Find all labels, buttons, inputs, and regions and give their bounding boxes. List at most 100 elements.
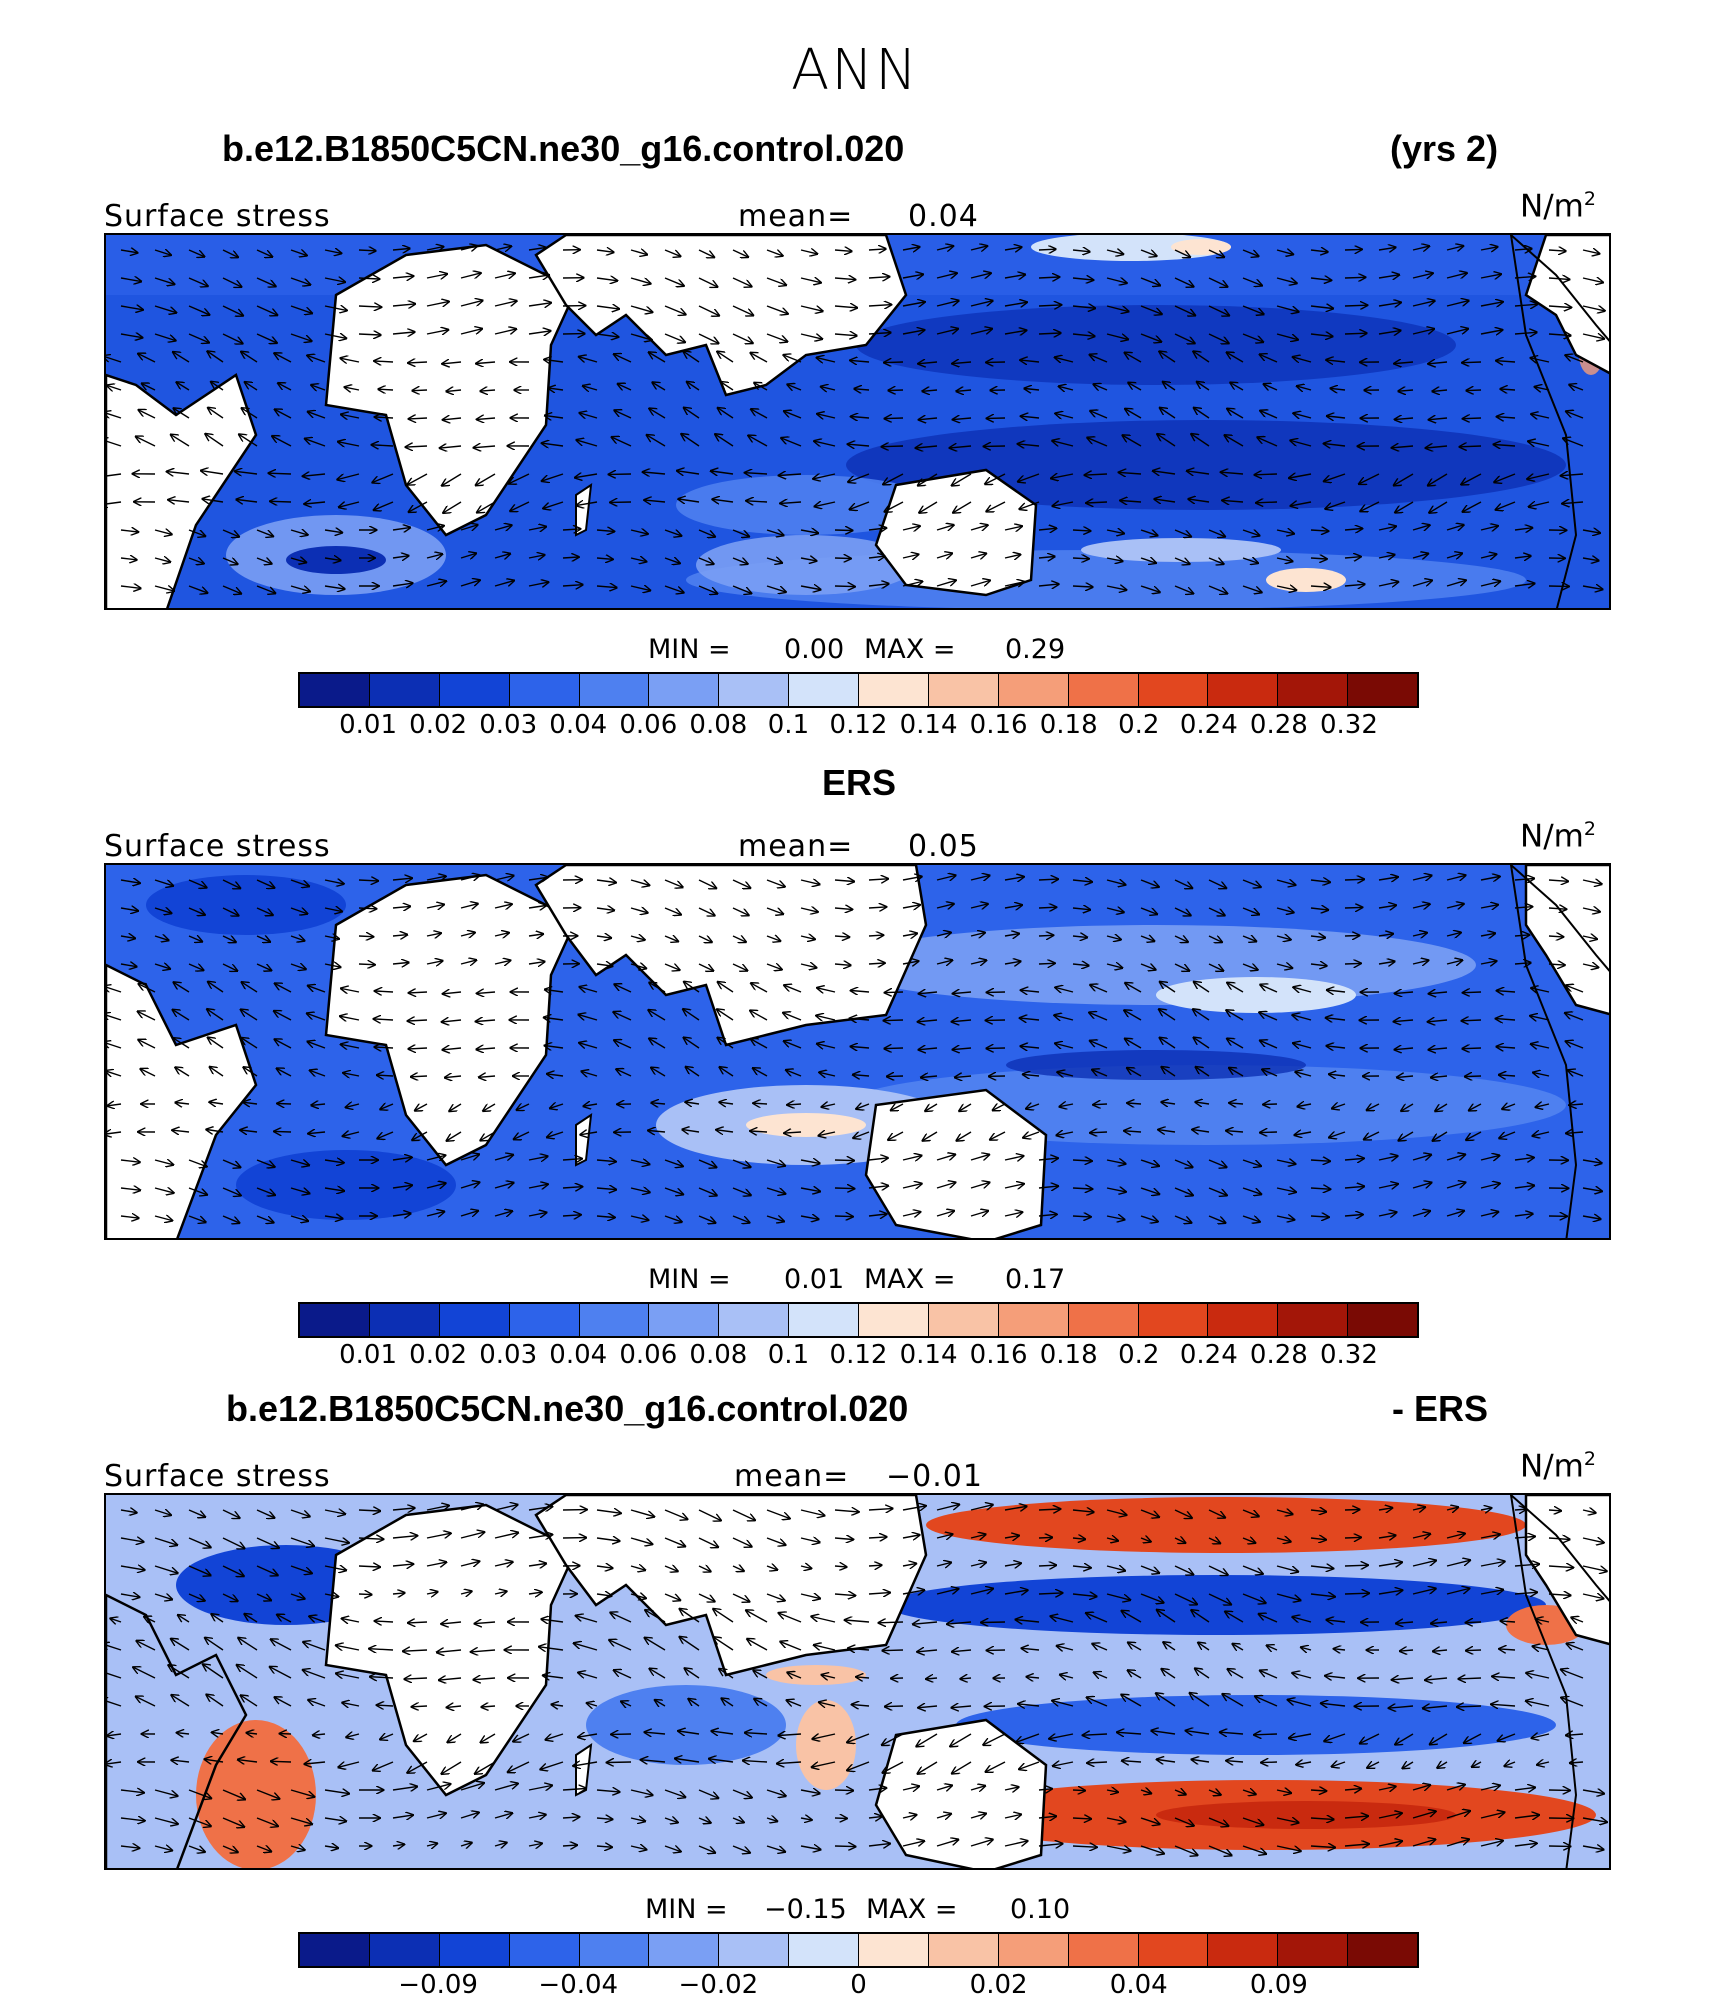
wind-vector-arrow [1072,278,1093,280]
wind-vector-arrow [358,908,376,909]
wind-vector-arrow [1446,246,1463,250]
panel3-max-value: 0.10 [1010,1894,1071,1925]
wind-vector-arrow [1394,1020,1414,1022]
wind-vector-arrow [664,558,680,563]
australia [874,468,1038,597]
wind-vector-arrow [106,439,122,447]
wind-vector-arrow [154,333,175,341]
wind-vector-arrow [664,277,684,286]
wind-vector-arrow [1174,558,1189,564]
wind-vector-arrow [1221,472,1244,474]
wind-vector-arrow [885,501,904,512]
wind-vector-arrow [426,302,449,306]
colorbar-tick-label: 0.28 [1249,710,1308,740]
wind-vector-arrow [970,960,986,964]
wind-vector-arrow [481,390,496,391]
colorbar-tick-label: 0.1 [767,710,810,740]
wind-vector-arrow [970,273,991,278]
figure-title: ANN [790,38,920,103]
colorbar-tick-label: 0.01 [339,710,398,740]
wind-vector-arrow [1072,1188,1092,1189]
colorbar-tick-label: 0.14 [899,1340,958,1370]
wind-vector-arrow [1276,586,1296,590]
wind-vector-arrow [120,334,142,338]
colorbar-swatch [859,1304,929,1336]
wind-vector-arrow [1433,390,1448,391]
colorbar-swatch [789,674,859,706]
wind-vector-arrow [677,471,700,474]
wind-vector-arrow [1570,385,1584,390]
wind-vector-arrow [222,277,241,287]
wind-vector-arrow [494,525,511,530]
wind-vector-arrow [749,436,768,447]
wind-vector-arrow [1582,936,1597,939]
wind-vector-arrow [373,473,394,482]
wind-vector-arrow [1412,301,1434,307]
north-america [1524,865,1609,1016]
wind-vector-arrow [207,1009,224,1021]
wind-vector-arrow [596,586,616,588]
wind-vector-arrow [208,982,224,993]
colorbar-swatch [859,674,929,706]
wind-vector-arrow [139,410,156,419]
wind-vector-arrow [936,960,952,964]
wind-vector-arrow [1242,964,1257,970]
colorbar-tick-label: 0.08 [689,1340,748,1370]
wind-vector-arrow [596,530,614,531]
wind-vector-arrow [1153,471,1176,474]
wind-vector-arrow [1310,334,1332,336]
colorbar-swatch [369,674,440,706]
wind-vector-arrow [782,438,802,447]
wind-vector-arrow [1208,907,1224,915]
wind-vector-arrow [1260,1012,1278,1021]
wind-vector-arrow [460,904,477,908]
wind-vector-arrow [1242,879,1260,887]
wind-vector-arrow [1412,554,1428,558]
wind-vector-arrow [1053,502,1074,506]
wind-vector-arrow [1174,907,1190,915]
wind-vector-arrow [1480,274,1501,278]
wind-vector-arrow [1106,333,1128,339]
wind-vector-arrow [1090,355,1108,363]
wind-vector-arrow [1426,446,1448,448]
wind-vector-arrow [698,305,719,316]
wind-vector-arrow [392,332,414,334]
wind-vector-arrow [766,964,781,969]
wind-vector-arrow [868,879,888,880]
wind-vector-arrow [1344,1510,1359,1511]
wind-vector-arrow [579,357,598,362]
colorbar-swatch [928,674,999,706]
wind-vector-arrow [1378,582,1398,586]
wind-vector-arrow [1514,963,1530,964]
wind-vector-arrow [256,879,274,888]
wind-vector-arrow [290,250,307,255]
wind-vector-arrow [1038,584,1058,586]
wind-vector-arrow [1430,501,1448,513]
wind-vector-arrow [1294,413,1312,418]
colorbar-swatch [719,1304,790,1336]
colorbar-tick-label: 0.09 [1249,1970,1308,2000]
south-america [106,373,258,608]
panel1-units: N/m2 [1520,188,1596,225]
wind-vector-arrow [308,412,326,419]
wind-vector-arrow [1225,435,1244,447]
wind-vector-arrow [1514,304,1537,306]
wind-vector-arrow [1160,982,1176,993]
wind-vector-arrow [324,278,345,282]
wind-vector-arrow [1459,1678,1482,1679]
wind-vector-arrow [664,333,685,342]
wind-vector-arrow [241,352,258,363]
wind-vector-arrow [800,908,818,912]
wind-vector-arrow [1072,1790,1085,1791]
wind-vector-arrow [577,440,598,447]
colorbar-swatch [789,1934,859,1966]
wind-vector-arrow [1310,1790,1326,1791]
wind-vector-arrow [630,558,646,562]
wind-vector-arrow [1480,302,1503,306]
wind-vector-arrow [154,964,170,969]
wind-vector-arrow [290,305,312,313]
wind-vector-arrow [732,963,747,971]
wind-vector-arrow [732,558,747,564]
wind-vector-arrow [1038,963,1054,964]
wind-vector-arrow [272,436,292,447]
